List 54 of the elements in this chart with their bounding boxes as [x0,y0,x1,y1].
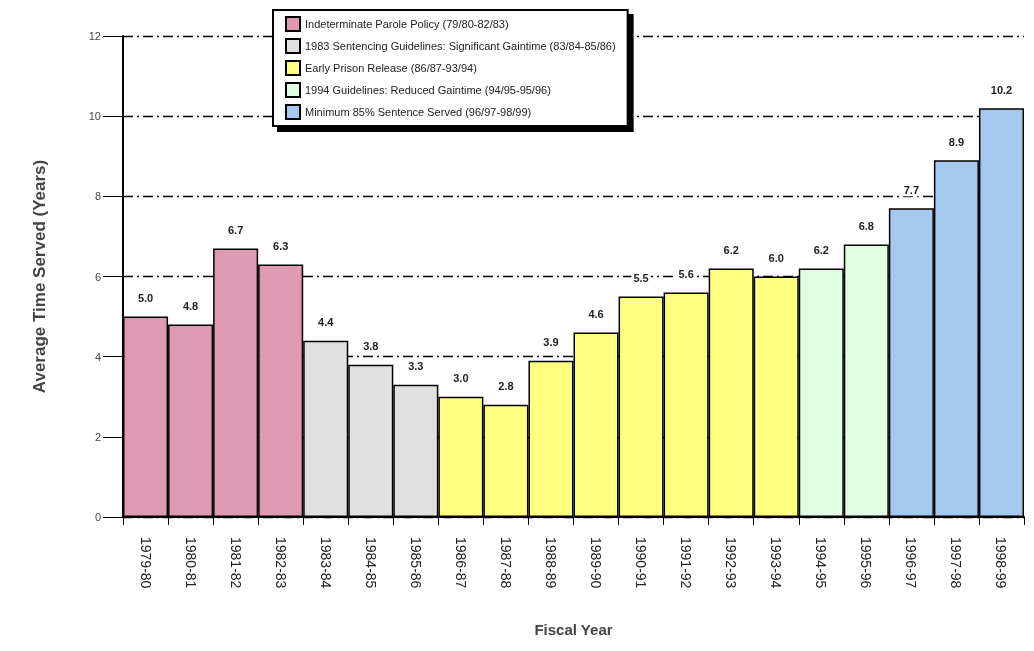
data-label: 3.0 [453,372,469,385]
data-label: 3.8 [363,340,379,353]
y-axis-title: Average Time Served (Years) [30,159,49,394]
x-tick-label: 1993-94 [768,537,785,589]
data-label: 6.2 [813,243,829,256]
data-label: 5.5 [633,272,649,285]
x-tick-label: 1982-83 [272,537,289,589]
x-tick-label: 1987-88 [497,537,514,589]
x-tick-label: 1998-99 [993,537,1010,589]
x-tick-label: 1996-97 [903,537,920,589]
x-tick-label: 1983-84 [317,537,334,589]
y-tick-label: 12 [88,30,101,42]
data-label: 6.3 [273,239,289,252]
legend-label: Early Prison Release (86/87-93/94) [305,62,477,74]
data-label: 6.0 [768,252,784,264]
data-label: 4.4 [318,316,335,329]
x-tick-label: 1997-98 [948,537,965,589]
data-label: 3.9 [543,336,559,349]
x-axis-title: Fiscal Year [534,621,613,638]
x-tick-label: 1979-80 [137,537,154,589]
x-tick-label: 1992-93 [723,537,740,589]
legend-label: 1994 Guidelines: Reduced Gaintime (94/95-95/96) [305,84,551,96]
y-tick-label: 2 [94,430,101,443]
x-tick-label: 1991-92 [678,537,695,589]
y-tick-label: 8 [94,190,101,203]
data-label: 8.9 [948,135,965,148]
data-label: 7.7 [903,183,920,196]
data-label: 5.0 [137,292,154,305]
data-label: 6.7 [227,223,244,236]
x-tick-label: 1984-85 [362,537,379,589]
x-tick-label: 1981-82 [227,537,244,589]
data-label: 6.8 [858,219,874,232]
x-tick-label: 1985-86 [407,537,424,589]
legend-label: Minimum 85% Sentence Served (96/97-98/99) [305,106,532,118]
x-tick-label: 1994-95 [813,537,830,589]
data-label: 10.2 [990,83,1013,96]
y-tick-label: 6 [94,270,101,283]
data-label: 3.3 [408,360,424,373]
data-label: 4.8 [182,300,199,313]
data-label: 6.2 [723,243,739,256]
x-tick-label: 1989-90 [588,537,605,589]
x-tick-label: 1990-91 [633,537,650,589]
data-label: 2.8 [498,380,514,393]
y-tick-label: 10 [88,110,101,123]
x-tick-label: 1995-96 [858,537,875,589]
data-label: 4.6 [588,308,604,321]
y-tick-label: 4 [94,350,101,363]
x-tick-label: 1986-87 [452,537,469,589]
data-label: 5.6 [678,268,694,281]
x-tick-label: 1980-81 [182,537,199,589]
y-tick-label: 0 [94,511,101,523]
x-tick-label: 1988-89 [542,537,559,589]
legend-label: 1983 Sentencing Guidelines: Significant Gaintime (83/84-85/86) [305,40,616,52]
legend-label: Indeterminate Parole Policy (79/80-82/83) [305,18,509,30]
